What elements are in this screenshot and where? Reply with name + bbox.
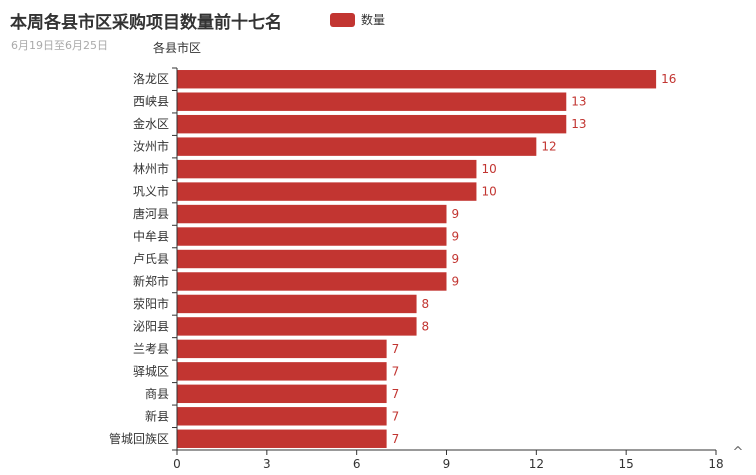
y-tick-label: 卢氏县 (133, 251, 169, 266)
y-tick-label: 管城回族区 (109, 431, 169, 446)
y-tick-label: 商县 (145, 386, 169, 401)
x-tick-label: 6 (353, 457, 361, 471)
data-label: 8 (422, 297, 430, 311)
bar[interactable] (177, 182, 477, 201)
x-tick-label: 9 (443, 457, 451, 471)
y-tick-label: 林州市 (133, 161, 169, 176)
y-tick-label: 荥阳市 (133, 296, 169, 311)
bar[interactable] (177, 362, 387, 381)
x-tick-label: 0 (173, 457, 181, 471)
data-label: 9 (452, 274, 460, 288)
x-tick-label: 12 (529, 457, 544, 471)
y-tick-label: 中牟县 (133, 229, 169, 244)
bar[interactable] (177, 249, 447, 269)
data-label: 7 (392, 409, 400, 423)
data-label: 7 (392, 342, 400, 356)
data-label: 9 (452, 252, 460, 266)
y-tick-label: 唐河县 (133, 206, 169, 221)
data-label: 13 (571, 117, 586, 131)
x-tick-label: 15 (619, 457, 634, 471)
bar[interactable] (177, 114, 567, 134)
legend-label: 数量 (361, 13, 386, 27)
bar[interactable] (177, 227, 447, 246)
data-label: 7 (392, 364, 400, 378)
data-label: 9 (452, 207, 460, 221)
data-label: 10 (481, 185, 496, 199)
y-tick-label: 西峡县 (133, 95, 169, 109)
bar[interactable] (177, 70, 657, 89)
bar[interactable] (177, 407, 387, 426)
bar[interactable] (177, 384, 387, 404)
data-label: 12 (541, 140, 556, 154)
data-label: 8 (422, 319, 430, 333)
x-tick-label: 3 (263, 457, 271, 471)
legend-swatch (330, 12, 355, 27)
bar[interactable] (177, 272, 447, 291)
y-tick-label: 金水区 (133, 116, 169, 131)
bar[interactable] (177, 137, 537, 156)
bar[interactable] (177, 204, 447, 224)
bar[interactable] (177, 339, 387, 359)
bar[interactable] (177, 317, 417, 336)
y-tick-label: 泌阳县 (133, 319, 169, 333)
data-label: 16 (661, 72, 676, 86)
y-tick-label: 巩义市 (133, 184, 169, 199)
legend[interactable]: 数量 (330, 11, 385, 28)
y-tick-label: 新县 (145, 408, 169, 423)
chart-title: 本周各县市区采购项目数量前十七名 (10, 13, 282, 33)
chevron-up-icon[interactable]: ^ (733, 445, 744, 460)
data-label: 9 (452, 230, 460, 244)
y-tick-label: 洛龙区 (133, 71, 169, 86)
y-tick-label: 汝州市 (133, 139, 169, 154)
data-label: 7 (392, 387, 400, 401)
y-tick-label: 兰考县 (133, 342, 169, 356)
y-tick-label: 新郑市 (133, 273, 169, 288)
x-tick-label: 18 (708, 457, 723, 471)
y-axis-title: 各县市区 (153, 40, 201, 55)
y-tick-label: 驿城区 (133, 364, 169, 378)
data-label: 10 (481, 162, 496, 176)
data-label: 7 (392, 432, 400, 446)
bar[interactable] (177, 429, 387, 448)
bar[interactable] (177, 294, 417, 314)
bar[interactable] (177, 159, 477, 179)
bar[interactable] (177, 92, 567, 111)
data-label: 13 (571, 95, 586, 109)
chart-subtitle: 6月19日至6月25日 (11, 39, 108, 52)
